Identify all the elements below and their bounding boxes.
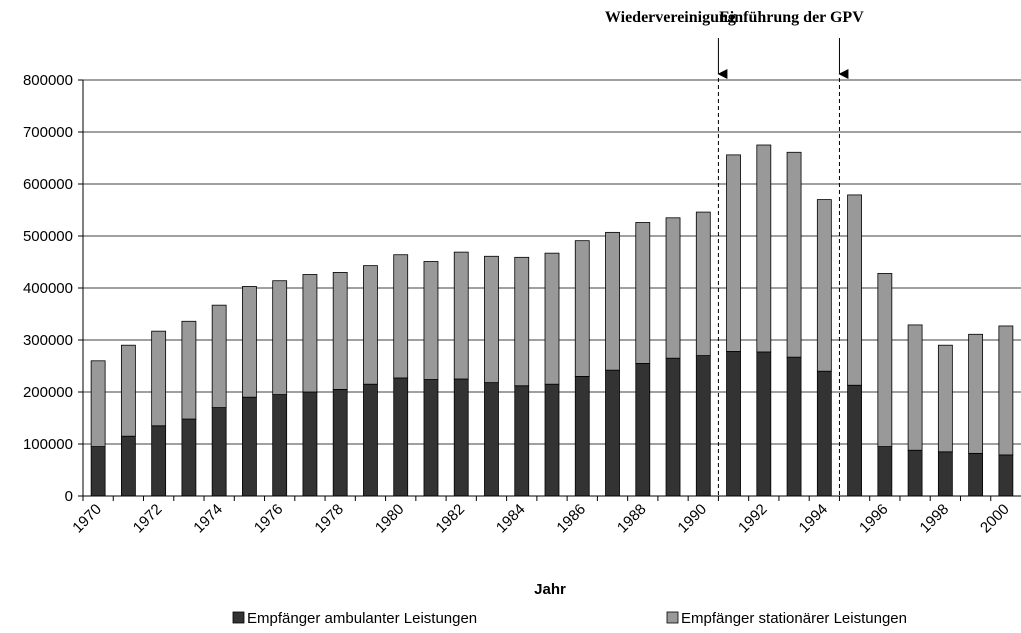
x-tick-label: 1984	[493, 501, 529, 537]
y-tick-label: 500000	[23, 228, 73, 245]
annotation-text: Wiedervereinigung	[605, 9, 736, 26]
bar-segment	[786, 151, 802, 358]
legend-swatch	[666, 611, 679, 624]
x-tick-label: 1972	[130, 501, 166, 537]
bar-segment	[605, 231, 620, 371]
bar-segment	[151, 425, 167, 497]
x-tick-label: 1998	[917, 501, 953, 537]
bar-segment	[544, 383, 560, 497]
bar-segment	[423, 261, 439, 380]
bar-segment	[544, 252, 560, 385]
bar-segment	[211, 304, 227, 409]
bar-segment	[181, 418, 197, 497]
legend-swatch	[232, 611, 245, 624]
bar-segment	[605, 369, 620, 497]
y-tick-label: 200000	[23, 384, 73, 401]
bar-segment	[635, 362, 651, 497]
bar-segment	[726, 154, 741, 352]
bar-segment	[877, 273, 893, 448]
bar-segment	[423, 379, 439, 497]
bar-segment	[302, 274, 318, 393]
bar-segment	[816, 199, 832, 372]
bar-segment	[816, 370, 832, 497]
bar-segment	[151, 330, 167, 427]
bar-segment	[242, 286, 257, 398]
bar-segment	[120, 344, 136, 437]
bar-segment	[514, 256, 530, 387]
bar-segment	[847, 194, 862, 386]
y-tick-label: 400000	[23, 280, 73, 297]
bar-segment	[695, 355, 711, 497]
bar-segment	[363, 265, 378, 385]
bar-segment	[847, 384, 862, 497]
bar-segment	[363, 383, 378, 497]
y-tick-label: 0	[65, 488, 73, 505]
x-tick-label: 1986	[553, 501, 589, 537]
bar-segment	[242, 396, 257, 497]
bar-segment	[998, 454, 1014, 497]
bar-segment	[332, 271, 348, 390]
bar-segment	[453, 251, 469, 380]
y-tick-label: 100000	[23, 436, 73, 453]
x-tick-label: 1994	[796, 501, 832, 537]
bar-segment	[574, 375, 590, 497]
bar-segment	[968, 452, 984, 497]
bar-segment	[695, 211, 711, 357]
x-tick-label: 1970	[69, 501, 105, 537]
x-tick-label: 1992	[735, 501, 771, 537]
x-axis-title: Jahr	[534, 581, 566, 598]
bar-segment	[665, 357, 681, 497]
bar-segment	[332, 388, 348, 497]
x-tick-label: 1976	[251, 501, 287, 537]
bar-segment	[756, 351, 772, 497]
bar-segment	[302, 391, 318, 497]
bar-segment	[726, 351, 741, 497]
bar-segment	[120, 435, 136, 497]
bar-segment	[635, 222, 651, 364]
bar-segment	[907, 449, 923, 497]
bar-segment	[574, 240, 590, 377]
bar-segment	[877, 446, 893, 497]
bar-segment	[484, 255, 499, 384]
x-tick-label: 1980	[372, 501, 408, 537]
x-tick-label: 1988	[614, 501, 650, 537]
x-tick-label: 2000	[977, 501, 1013, 537]
bar-segment	[786, 356, 802, 497]
y-tick-label: 300000	[23, 332, 73, 349]
bar-segment	[272, 394, 288, 497]
bar-segment	[968, 333, 984, 454]
bar-segment	[272, 280, 288, 395]
bar-segment	[937, 451, 953, 497]
bar-segment	[665, 217, 681, 359]
bar-segment	[514, 385, 530, 497]
bar-segment	[998, 325, 1014, 456]
bar-segment	[393, 254, 409, 379]
y-tick-label: 600000	[23, 176, 73, 193]
bar-segment	[907, 324, 923, 451]
bar-segment	[181, 320, 197, 420]
bar-segment	[756, 144, 772, 353]
bar-segment	[90, 360, 106, 447]
bar-segment	[453, 378, 469, 497]
x-tick-label: 1990	[674, 501, 710, 537]
bar-segment	[484, 382, 499, 497]
bar-segment	[211, 407, 227, 497]
x-tick-label: 1974	[190, 501, 226, 537]
bar-segment	[90, 446, 106, 497]
x-tick-label: 1996	[856, 501, 892, 537]
bar-segment	[937, 344, 953, 453]
legend-label: Empfänger ambulanter Leistungen	[247, 610, 477, 627]
y-tick-label: 800000	[23, 72, 73, 89]
bar-segment	[393, 377, 409, 497]
annotation-text: Einführung der GPV	[719, 9, 864, 26]
x-tick-label: 1982	[432, 501, 468, 537]
x-tick-label: 1978	[311, 501, 347, 537]
y-tick-label: 700000	[23, 124, 73, 141]
legend-label: Empfänger stationärer Leistungen	[681, 610, 907, 627]
